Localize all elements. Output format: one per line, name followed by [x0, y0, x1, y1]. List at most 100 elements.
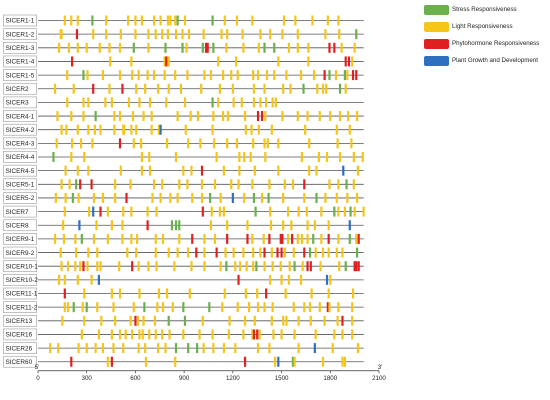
element-mark: [106, 233, 109, 244]
element-mark: [92, 233, 96, 244]
element-mark: [308, 302, 312, 313]
element-mark: [302, 83, 305, 94]
element-mark: [165, 288, 169, 299]
element-mark: [209, 70, 213, 81]
element-mark: [279, 233, 282, 244]
gene-label-box: [3, 151, 37, 163]
element-mark: [179, 83, 182, 94]
element-mark: [91, 138, 94, 149]
element-mark: [218, 206, 221, 217]
element-mark: [134, 29, 137, 40]
element-mark: [88, 206, 91, 217]
element-mark: [315, 192, 318, 203]
element-mark: [274, 97, 277, 108]
element-mark: [114, 179, 117, 190]
legend-label-light: Light Responsiveness: [452, 23, 513, 30]
element-mark: [307, 42, 310, 53]
element-mark: [246, 233, 249, 244]
element-mark: [292, 247, 295, 258]
element-mark: [338, 261, 341, 272]
element-mark: [140, 15, 144, 26]
element-mark: [118, 261, 121, 272]
element-mark: [343, 70, 346, 81]
element-mark: [155, 206, 158, 217]
element-mark: [86, 70, 89, 81]
element-mark: [212, 343, 215, 354]
element-mark: [148, 97, 152, 108]
element-mark: [174, 220, 178, 231]
element-mark: [64, 165, 67, 176]
element-mark: [286, 233, 290, 244]
gene-label: SICER4-2: [6, 127, 35, 134]
element-mark: [97, 274, 100, 285]
element-mark: [63, 15, 66, 26]
element-mark: [96, 302, 99, 313]
element-mark: [209, 192, 212, 203]
element-mark: [63, 274, 66, 285]
element-mark: [119, 165, 122, 176]
element-mark: [112, 343, 115, 354]
element-mark: [308, 247, 312, 258]
element-mark: [71, 192, 75, 203]
element-mark: [288, 261, 291, 272]
element-mark: [326, 15, 329, 26]
element-mark: [283, 247, 286, 258]
element-mark: [277, 356, 280, 367]
element-mark: [279, 261, 282, 272]
element-mark: [250, 124, 253, 135]
element-mark: [355, 29, 358, 40]
element-mark: [96, 261, 99, 272]
element-mark: [191, 233, 194, 244]
element-mark: [268, 343, 271, 354]
element-mark: [131, 329, 134, 340]
element-mark: [232, 97, 235, 108]
element-mark: [299, 70, 303, 81]
element-mark: [246, 220, 249, 231]
element-mark: [118, 288, 122, 299]
gene-label-box: [3, 233, 37, 245]
element-mark: [142, 111, 145, 122]
element-mark: [253, 165, 256, 176]
element-mark: [74, 261, 77, 272]
element-mark: [174, 70, 177, 81]
element-mark: [150, 124, 153, 135]
element-mark: [273, 42, 276, 53]
element-mark: [321, 356, 325, 367]
gene-label-box: [3, 274, 37, 286]
element-mark: [127, 15, 130, 26]
element-mark: [347, 111, 350, 122]
element-mark: [184, 124, 187, 135]
element-mark: [242, 247, 245, 258]
element-mark: [213, 233, 217, 244]
element-mark: [196, 343, 199, 354]
element-mark: [146, 220, 149, 231]
element-mark: [148, 329, 151, 340]
element-mark: [161, 233, 165, 244]
element-mark: [256, 343, 260, 354]
legend-swatch-phytohormone: [424, 39, 449, 49]
element-mark: [211, 15, 214, 26]
element-mark: [157, 288, 161, 299]
element-mark: [135, 83, 138, 94]
element-mark: [268, 179, 271, 190]
element-mark: [86, 261, 89, 272]
element-mark: [327, 247, 330, 258]
element-mark: [294, 15, 297, 26]
three-prime-label: 3': [378, 365, 382, 371]
element-mark: [236, 302, 239, 313]
element-mark: [119, 29, 122, 40]
element-mark: [243, 152, 246, 162]
gene-label-box: [3, 192, 37, 204]
element-mark: [148, 165, 152, 176]
legend-item-stress: Stress Responsiveness: [424, 3, 548, 20]
gene-label: SICER4-5: [6, 168, 35, 175]
element-mark: [135, 124, 138, 135]
gene-label: SICER13: [6, 318, 33, 325]
gene-label-box: [3, 246, 37, 259]
element-mark: [329, 111, 332, 122]
element-mark: [256, 329, 259, 340]
element-mark: [176, 111, 179, 122]
element-mark: [346, 70, 349, 81]
element-mark: [277, 138, 280, 149]
element-mark: [167, 247, 170, 258]
